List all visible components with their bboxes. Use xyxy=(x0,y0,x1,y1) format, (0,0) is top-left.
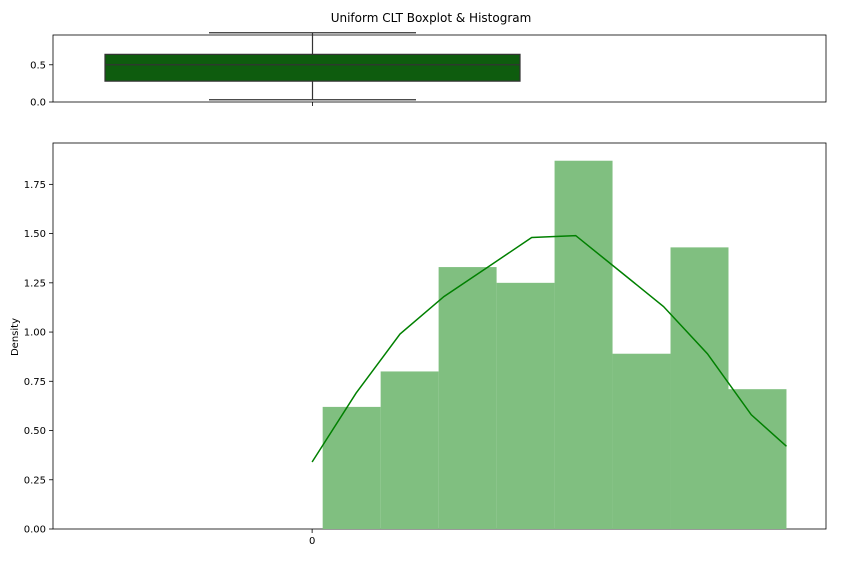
histogram-y-tick-label: 0.50 xyxy=(24,426,46,437)
boxplot-y-tick-label: 0.5 xyxy=(30,60,46,71)
histogram-bar xyxy=(322,406,381,529)
boxplot-y-tick-label: 0.0 xyxy=(30,98,46,109)
boxplot-axes-frame xyxy=(52,34,827,103)
boxplot-panel: 0.0 0.5 xyxy=(30,32,827,109)
histogram-bar xyxy=(496,282,555,529)
histogram-bar xyxy=(612,353,671,529)
chart-title: Uniform CLT Boxplot & Histogram xyxy=(331,11,532,25)
histogram-y-tick-label: 0.75 xyxy=(24,377,46,388)
histogram-y-tick-label: 1.25 xyxy=(24,278,46,289)
boxplot-box xyxy=(104,53,521,82)
histogram-y-tick-label: 0.00 xyxy=(24,525,46,536)
histogram-bar xyxy=(670,247,729,529)
histogram-x-tick-label: 0 xyxy=(309,536,315,547)
histogram-y-tick-label: 1.00 xyxy=(24,328,46,339)
histogram-panel: Density 0.00 0.25 0.50 0.75 1.00 1.25 1.50 1.75… xyxy=(10,142,827,547)
histogram-bar xyxy=(728,389,787,529)
histogram-bar xyxy=(438,267,497,529)
kde-curve xyxy=(311,234,788,463)
histogram-bar xyxy=(554,160,613,529)
y-axis-label: Density xyxy=(10,318,21,356)
histogram-y-tick-label: 0.25 xyxy=(24,475,46,486)
histogram-y-tick-label: 1.75 xyxy=(24,180,46,191)
histogram-bar xyxy=(380,371,439,529)
histogram-y-tick-label: 1.50 xyxy=(24,229,46,240)
